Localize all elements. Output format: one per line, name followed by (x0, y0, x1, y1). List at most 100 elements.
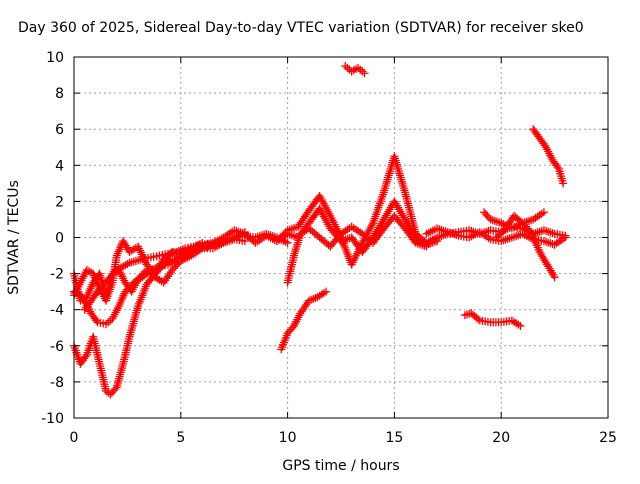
data-point-trail (391, 199, 408, 222)
data-point-trail (499, 317, 514, 326)
data-point-trail (134, 255, 145, 265)
data-point-trail (144, 267, 158, 280)
data-point-trail (104, 316, 115, 327)
y-tick-label: 2 (55, 194, 64, 210)
data-point (240, 237, 249, 246)
data-point-trail (520, 220, 534, 235)
series-arc-15 (460, 309, 525, 330)
data-point-trail (77, 268, 90, 285)
y-axis-label: SDTVAR / TECUs (6, 180, 22, 295)
data-point-trail (295, 208, 312, 229)
data-point-trail (83, 280, 97, 299)
data-point-trail (128, 277, 141, 294)
data-point-trail (101, 275, 113, 287)
x-tick-label: 10 (279, 430, 297, 446)
data-point-trail (127, 243, 140, 255)
data-point-trail (88, 311, 101, 325)
data-point-trail (316, 206, 334, 231)
series-arc-16 (529, 125, 568, 188)
data-point-trail (555, 167, 567, 185)
data-point-trail (510, 230, 525, 241)
data-point-trail (192, 241, 204, 250)
data-point-trail (89, 335, 104, 366)
data-point-trail (424, 234, 439, 248)
data-point (492, 233, 501, 242)
data-point-trail (339, 224, 354, 237)
data-point (559, 179, 568, 188)
axis-ticks (73, 56, 609, 419)
x-tick-label: 15 (385, 430, 403, 446)
data-point-trail (536, 250, 551, 269)
grid-lines (74, 57, 608, 418)
data-point-trail (457, 226, 471, 236)
y-tick-label: 4 (55, 158, 64, 174)
data-point-trail (530, 127, 543, 141)
data-point (341, 62, 350, 71)
x-axis-label: GPS time / hours (282, 458, 399, 474)
data-point-trail (166, 248, 178, 258)
data-point-trail (107, 385, 120, 397)
data-point-trail (510, 317, 523, 329)
data-point-trail (285, 230, 301, 241)
data-point-trail (189, 245, 204, 259)
data-point-trail (96, 318, 108, 328)
data-point (539, 208, 548, 217)
data-point-trail (77, 352, 90, 366)
data-point-trail (391, 213, 408, 231)
data-point-trail (149, 252, 161, 261)
data-point-trail (298, 225, 311, 237)
series-arc-12 (422, 224, 570, 249)
data-point-trail (264, 232, 279, 244)
data-point-trail (297, 298, 312, 316)
data-point-trail (457, 232, 471, 241)
series-arc-13 (480, 208, 548, 233)
data-point-trail (170, 258, 184, 273)
series-arc-14 (492, 211, 559, 282)
chart-title: Day 360 of 2025, Sidereal Day-to-day VTE… (18, 20, 584, 36)
data-point-trail (174, 249, 188, 262)
data-point-trail (113, 362, 127, 390)
data-point-trail (489, 226, 503, 236)
data-point-trail (78, 294, 89, 304)
data-point-trail (120, 239, 133, 254)
data-point (134, 242, 143, 251)
data-point-trail (315, 289, 328, 300)
data-point-trail (221, 227, 237, 241)
data-point-trail (542, 227, 557, 238)
series-arc-9 (277, 287, 331, 354)
y-tick-label: 10 (46, 50, 64, 66)
data-point-trail (349, 65, 360, 75)
data-point (134, 275, 143, 284)
data-point-trail (435, 225, 450, 236)
data-point-trail (149, 263, 162, 274)
data-point-trail (166, 256, 179, 268)
data-point-trail (545, 264, 558, 279)
y-tick-label: -2 (50, 267, 64, 283)
data-point (360, 69, 369, 78)
data-point-trail (536, 136, 549, 150)
data-point-trail (284, 253, 298, 285)
y-tick-label: 6 (55, 122, 64, 138)
data-point-trail (463, 309, 474, 319)
data-point (315, 191, 324, 200)
data-point-trail (316, 194, 334, 218)
data-point-trail (370, 217, 387, 240)
data-point-trail (253, 233, 269, 246)
x-tick-label: 25 (599, 430, 617, 446)
y-tick-label: 8 (55, 86, 64, 102)
data-point-trail (469, 310, 483, 324)
data-point-trail (85, 267, 96, 277)
data-point-trail (489, 318, 503, 327)
data-point-trail (552, 234, 568, 248)
data-point (283, 238, 292, 247)
data-point-trail (402, 217, 419, 240)
data-point-trail (478, 229, 493, 242)
data-point-trail (126, 304, 142, 339)
data-point-trail (107, 267, 120, 280)
data-point-trail (221, 234, 237, 245)
data-point-trail (553, 230, 567, 240)
tick-labels: 0 5 10 15 20 25 -10 -8 -6 -4 -2 0 2 4 6 8 10 (41, 50, 617, 446)
data-point-trail (275, 231, 290, 244)
data-point-trail (174, 245, 187, 255)
data-point-trail (531, 227, 546, 238)
